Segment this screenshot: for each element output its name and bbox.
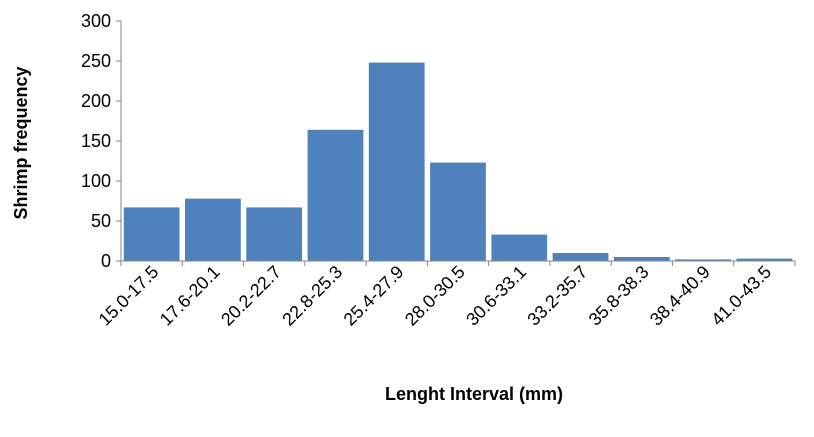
bar-30.6-33.1	[491, 234, 548, 261]
x-tick-label: 41.0-43.5	[707, 262, 775, 330]
x-tick-label: 33.2-35.7	[523, 262, 591, 330]
y-tick-label: 0	[101, 251, 111, 271]
axis-layer	[116, 20, 796, 266]
y-axis-title: Shrimp frequency	[11, 66, 31, 219]
x-tick-label: 38.4-40.9	[646, 262, 714, 330]
bar-15.0-17.5	[123, 207, 180, 261]
bar-28.0-30.5	[430, 162, 486, 261]
bar-20.2-22.7	[246, 207, 303, 261]
bar-41.0-43.5	[736, 258, 793, 261]
x-tick-label: 17.6-20.1	[156, 262, 224, 330]
x-tick-label: 25.4-27.9	[340, 262, 408, 330]
y-tick-label: 200	[81, 91, 111, 111]
labels-layer: 0 50 100 150 200 250 300 15.0-17.517.6-20.120.2…	[81, 11, 775, 330]
x-tick-label: 35.8-38.3	[585, 262, 653, 330]
x-tick-label: 15.0-17.5	[95, 262, 163, 330]
y-tick-label: 300	[81, 11, 111, 31]
bar-33.2-35.7	[552, 253, 609, 261]
bar-35.8-38.3	[613, 257, 670, 261]
bar-22.8-25.3	[307, 129, 364, 261]
x-axis-title: Lenght Interval (mm)	[385, 384, 563, 404]
y-tick-label: 100	[81, 171, 111, 191]
x-tick-label: 22.8-25.3	[278, 262, 346, 330]
y-tick-label: 250	[81, 51, 111, 71]
x-tick-label: 28.0-30.5	[401, 262, 469, 330]
x-tick-label: 20.2-22.7	[217, 262, 285, 330]
bar-38.4-40.9	[675, 259, 731, 261]
bar-17.6-20.1	[185, 198, 241, 261]
y-tick-label: 50	[91, 211, 111, 231]
bar-25.4-27.9	[368, 62, 425, 261]
bars-layer	[123, 62, 793, 261]
x-tick-label: 30.6-33.1	[462, 262, 530, 330]
y-tick-label: 150	[81, 131, 111, 151]
